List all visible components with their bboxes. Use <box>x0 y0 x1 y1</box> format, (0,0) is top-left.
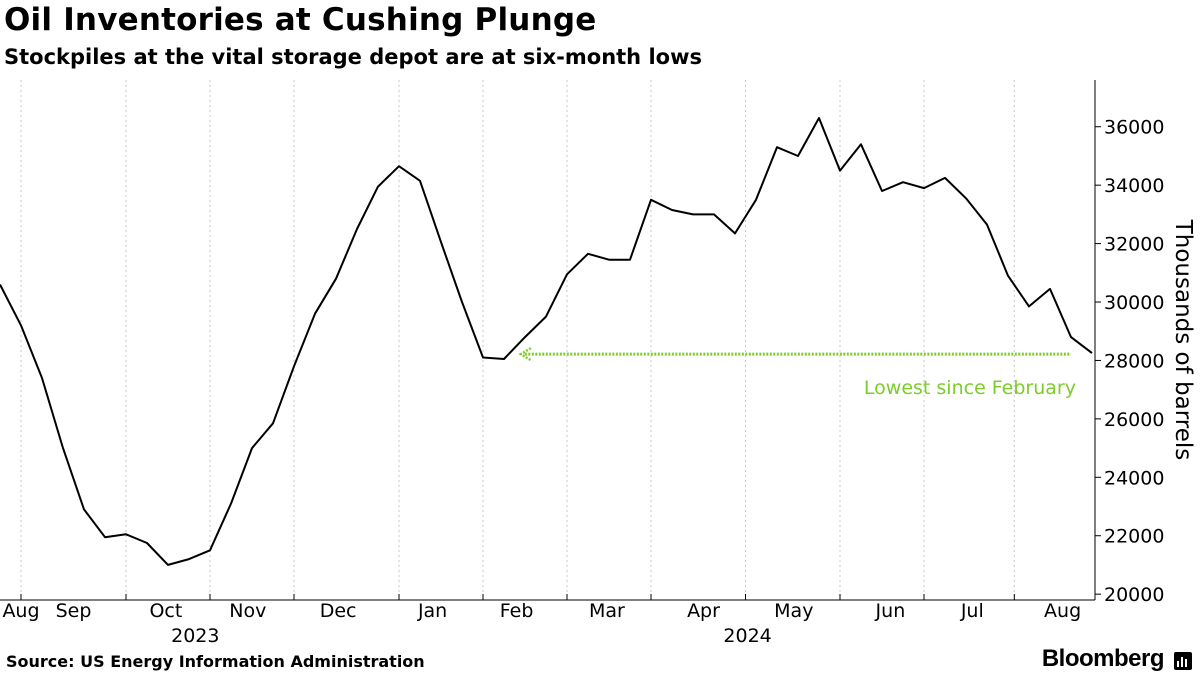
x-tick-label-6: Feb <box>500 600 534 622</box>
y-tick-label-28000: 28000 <box>1104 350 1164 372</box>
x-tick-label-8: Apr <box>687 600 720 622</box>
x-tick-label-7: Mar <box>589 600 625 622</box>
year-label-0: 2023 <box>171 625 219 647</box>
x-tick-label-5: Jan <box>417 600 447 622</box>
x-tick-label-4: Dec <box>320 600 357 622</box>
chart-title: Oil Inventories at Cushing Plunge <box>4 2 597 38</box>
bloomberg-chart-icon <box>1174 652 1192 670</box>
year-label-1: 2024 <box>723 625 771 647</box>
y-tick-label-24000: 24000 <box>1104 467 1164 489</box>
x-tick-label-9: May <box>774 600 813 622</box>
annotation-label: Lowest since February <box>864 377 1076 399</box>
bloomberg-logo: Bloomberg <box>1041 645 1165 672</box>
x-tick-label-11: Jul <box>960 600 984 622</box>
annotation-arrow-head <box>518 347 532 362</box>
x-tick-label-1: Sep <box>56 600 92 622</box>
x-tick-label-3: Nov <box>229 600 266 622</box>
x-tick-label-0: Aug <box>2 600 39 622</box>
y-tick-label-34000: 34000 <box>1104 175 1164 197</box>
x-tick-label-2: Oct <box>149 600 182 622</box>
y-tick-label-32000: 32000 <box>1104 234 1164 256</box>
source-note: Source: US Energy Information Administra… <box>6 652 425 671</box>
chart-subtitle: Stockpiles at the vital storage depot ar… <box>4 45 702 69</box>
y-tick-label-20000: 20000 <box>1104 584 1164 606</box>
y-tick-label-22000: 22000 <box>1104 526 1164 548</box>
y-tick-label-30000: 30000 <box>1104 292 1164 314</box>
series-line-inventories <box>0 117 1093 566</box>
y-axis-title: Thousands of barrels <box>1170 219 1196 461</box>
y-tick-label-36000: 36000 <box>1104 117 1164 139</box>
x-tick-label-10: Jun <box>875 600 906 622</box>
x-tick-label-12: Aug <box>1044 600 1081 622</box>
y-tick-label-26000: 26000 <box>1104 409 1164 431</box>
